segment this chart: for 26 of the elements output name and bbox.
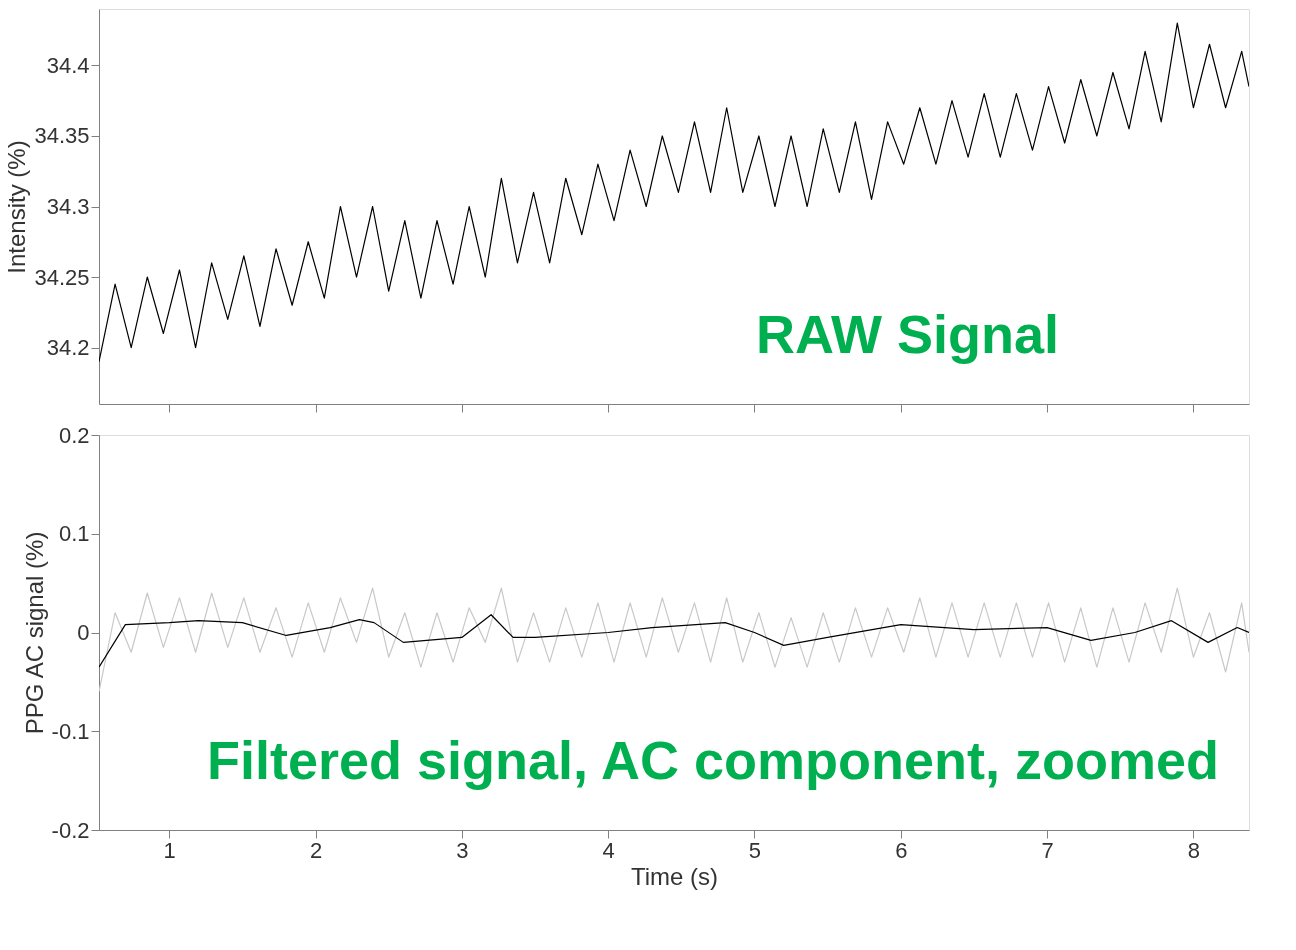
line-series bbox=[99, 587, 1249, 693]
line-series bbox=[99, 614, 1249, 668]
x-tick-label: 1 bbox=[163, 837, 176, 863]
y-tick-label: 34.3 bbox=[46, 194, 90, 219]
annotation: Filtered signal, AC component, zoomed bbox=[206, 730, 1219, 790]
x-tick-label: 2 bbox=[309, 837, 323, 863]
x-tick-label: 3 bbox=[456, 837, 469, 863]
y-tick-label: -0.2 bbox=[51, 817, 90, 843]
x-tick-label: 7 bbox=[1041, 837, 1054, 863]
x-tick-label: 4 bbox=[602, 837, 615, 863]
y-axis-title: PPG AC signal (%) bbox=[20, 531, 48, 735]
y-tick-label: 0.2 bbox=[58, 422, 90, 448]
y-tick-label: 34.4 bbox=[46, 52, 90, 78]
y-tick-label: 0 bbox=[77, 620, 90, 645]
x-axis-title: Time (s) bbox=[630, 862, 719, 890]
y-axis-title: Intensity (%) bbox=[3, 140, 31, 274]
y-tick-label: 34.35 bbox=[34, 123, 90, 149]
y-tick-label: 0.1 bbox=[58, 521, 90, 547]
y-tick-label: -0.1 bbox=[51, 718, 90, 744]
x-tick-label: 5 bbox=[748, 837, 762, 863]
x-tick-label: 6 bbox=[895, 837, 908, 863]
annotation: RAW Signal bbox=[755, 304, 1059, 364]
line-series bbox=[99, 22, 1249, 363]
y-tick-label: 34.2 bbox=[46, 335, 90, 361]
x-tick-label: 8 bbox=[1187, 837, 1201, 863]
y-tick-label: 34.25 bbox=[34, 264, 90, 290]
